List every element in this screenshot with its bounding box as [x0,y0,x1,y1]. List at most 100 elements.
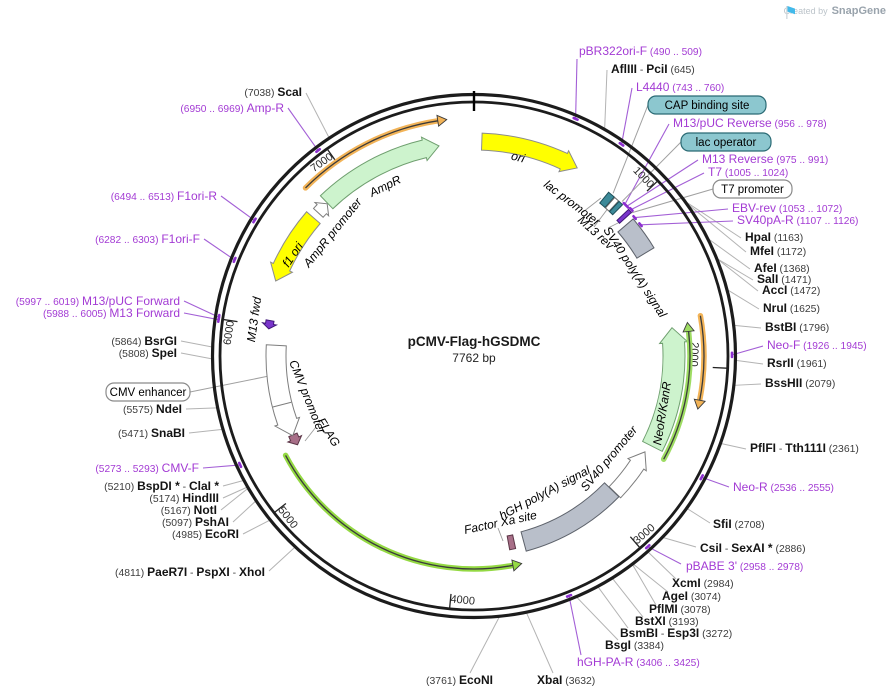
connector-line [497,527,504,542]
tick-mark [646,180,658,192]
tick-mark [327,149,337,162]
primer-mark [232,256,237,264]
plasmid-size: 7762 bp [452,350,496,365]
primer-label: (5988 .. 6005) M13 Forward [43,306,180,320]
primer-label: Neo-F (1926 .. 1945) [767,338,867,352]
primer-mark [315,147,321,154]
enzyme-site-label: (5575) NdeI [123,402,182,416]
primer-label: (6494 .. 6513) F1ori-R [111,189,218,203]
snapgene-logo-icon [785,6,795,19]
tick-mark [274,502,287,513]
enzyme-site-label: (4985) EcoRI [172,527,239,541]
feature-factor-xa-site [506,534,517,551]
primer-label: hGH-PA-R (3406 .. 3425) [577,655,700,669]
leader-line [220,488,249,511]
leader-line [612,578,644,618]
feature-lac-operator [608,200,624,216]
primer-mark [217,316,221,323]
leader-line [576,596,619,641]
enzyme-site-label: BsgI (3384) [605,638,664,652]
leader-line [604,69,608,129]
arc-label: M13 fwd [244,296,264,343]
leader-line [305,92,330,138]
primer-label: (6282 .. 6303) F1ori-F [95,232,200,246]
tick-label: 6000 [222,320,237,346]
connector-line [593,206,610,228]
feature-sv40-promoter [608,451,647,499]
leader-line [220,195,255,221]
feature-cmv-promoter [265,344,301,437]
primer-label: T7 (1005 .. 1024) [708,165,788,179]
snapgene-brand-text: SnapGene [831,5,886,17]
primer-label: pBABE 3' (2958 .. 2978) [686,559,803,573]
leader-line [686,508,711,524]
enzyme-site-label: (5210) BspDI * - ClaI * [104,479,219,493]
leader-line [268,546,296,572]
enzyme-site-label: (5471) SnaBI [118,426,185,440]
enzyme-site-label: BsmBI - Esp3I (3272) [620,626,732,640]
feature-orf-ampr-core [305,120,438,189]
leader-line [717,258,754,281]
primer-label: (5273 .. 5293) CMV-F [95,461,199,475]
leader-line [222,486,248,499]
feature-ampr [319,136,440,210]
enzyme-site-label: HpaI (1163) [745,230,803,244]
leader-line [287,107,319,151]
leader-line [188,428,223,434]
leader-line [568,595,582,656]
enzyme-site-label: XcmI (2984) [672,576,734,590]
enzyme-site-label: AflIII - PciI (645) [611,62,695,76]
leader-line [626,188,714,215]
enzyme-site-label: (7038) ScaI [244,85,302,99]
feature-divider [272,401,292,408]
feature-flag-tag [286,432,303,446]
leader-line [525,612,554,674]
feature-orf-neo-arrowhead-icon [682,321,695,333]
tick-mark [223,318,238,323]
leader-line [647,546,682,565]
feature-orf-neo-rev-core [699,315,705,401]
primer-mark [252,217,257,224]
enzyme-site-label: SfiI (2708) [713,517,765,531]
primer-mark [644,544,651,550]
enzyme-site-label: BstBI (1796) [765,320,829,334]
leader-line [647,551,677,580]
primer-label: EBV-rev (1053 .. 1072) [732,201,842,215]
primer-label: SV40pA-R (1107 .. 1126) [737,213,858,227]
enzyme-site-label: RsrII (1961) [767,356,827,370]
leader-line [634,208,729,219]
enzyme-site-label: CsiI - SexAI * (2886) [700,541,806,555]
arc-label: ori [510,149,527,166]
feature-neor-kanr [641,326,689,453]
enzyme-site-label: (3761) EcoNI [426,673,493,687]
primer-mark [622,201,628,207]
created-by-text: Created by [783,6,828,16]
connector-line [582,197,602,213]
feature-hgsdmc-orf [282,452,516,572]
primer-label: M13 Reverse (975 .. 991) [702,152,828,166]
enzyme-site-label: MfeI (1172) [750,244,806,258]
leader-line [612,104,649,194]
leader-line [720,442,747,450]
primer-mark [565,593,573,598]
feature-orf-ampr-arrowhead-icon [436,114,448,128]
primer-label: L4440 (743 .. 760) [636,80,724,94]
primer-mark [699,474,704,481]
enzyme-site-label: (5808) SpeI [119,346,177,360]
leader-line [685,201,742,239]
leader-line [632,563,669,593]
primer-mark [238,461,243,469]
leader-line [189,375,268,393]
tick-mark [629,536,641,548]
feature-box-label: T7 promoter [721,184,784,196]
enzyme-site-label: AccI (1472) [762,283,820,297]
primer-mark [628,206,634,212]
connector-line [607,221,621,229]
feature-orf-neo-rev-arrowhead-icon [693,398,706,410]
leader-line [185,407,218,410]
tick-mark [449,593,452,608]
feature-box-label: CMV enhancer [110,387,187,399]
plasmid-title-block: pCMV-Flag-hGSDMC 7762 bp [408,334,541,366]
enzyme-site-label: PflFI - Tth111I (2361) [750,441,859,455]
